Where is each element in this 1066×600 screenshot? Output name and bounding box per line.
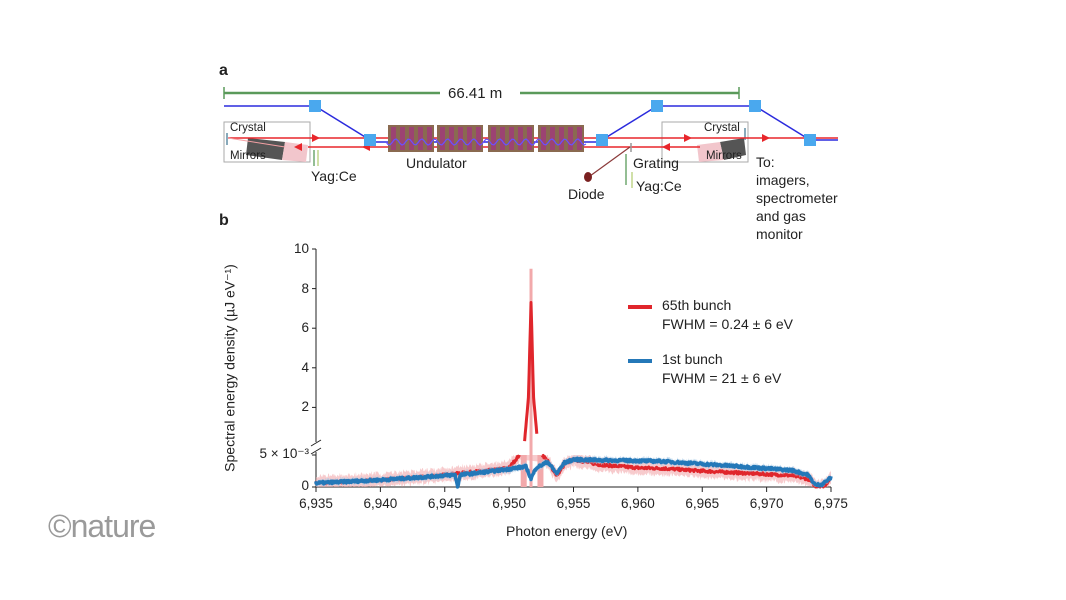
tick-label: 10 — [293, 241, 309, 256]
panel-label-b: b — [219, 212, 229, 229]
crystal-right-label: Crystal — [704, 122, 740, 134]
series-line-1 — [314, 456, 833, 489]
tick-label: 2 — [301, 399, 309, 415]
tick-label: 6,940 — [363, 496, 398, 511]
x-axis-label: Photon energy (eV) — [506, 523, 628, 539]
undulator — [388, 125, 584, 152]
peak-band — [520, 455, 527, 487]
yag-left-label: Yag:Ce — [311, 168, 357, 184]
destination-label: To: imagers, spectrometer and gas monito… — [756, 153, 838, 243]
tick-label: 6,975 — [814, 496, 848, 511]
y-axis-label: Spectral energy density (µJ eV⁻¹) — [221, 264, 238, 472]
crystal-mirror-box-left — [223, 121, 311, 163]
mirror-left — [246, 138, 285, 160]
tick-label: 6,960 — [620, 496, 655, 511]
diode-icon — [584, 172, 592, 182]
scale-bar — [223, 87, 740, 99]
destination-line: and gas — [756, 208, 806, 224]
tick-label: 6 — [301, 320, 309, 336]
tick-label: 6,955 — [556, 496, 591, 511]
tick-label: 6,970 — [749, 496, 784, 511]
legend-name: 65th bunch — [662, 297, 732, 313]
nature-logo: ©nature — [48, 508, 156, 544]
crystal-left-label: Crystal — [230, 122, 266, 134]
destination-line: To: — [756, 154, 775, 170]
mirrors-left-label: Mirrors — [230, 150, 266, 162]
diode-label: Diode — [568, 186, 605, 202]
grating-label: Grating — [633, 155, 679, 171]
destination-line: spectrometer — [756, 190, 838, 206]
legend-annotation: FWHM = 0.24 ± 6 eV — [662, 316, 794, 332]
tick-label: 6,945 — [427, 496, 462, 511]
mirror-right — [720, 138, 746, 160]
tick-label: 0 — [301, 478, 309, 493]
axis-break — [310, 439, 322, 447]
legend-name: 1st bunch — [662, 351, 723, 367]
distance-label: 66.41 m — [448, 85, 503, 102]
yag-ce-left — [313, 150, 319, 166]
tick-label: 6,935 — [299, 496, 333, 511]
diode-beam — [589, 146, 631, 177]
tick-label: 4 — [301, 359, 309, 375]
mirrors-right-label: Mirrors — [706, 150, 742, 162]
undulator-label: Undulator — [406, 155, 467, 171]
yag-ce-right — [625, 154, 633, 188]
axis-break — [310, 447, 322, 455]
tick-label: 6,965 — [685, 496, 720, 511]
destination-line: monitor — [756, 226, 803, 242]
crystal-mirror-box-right — [661, 121, 749, 163]
legend-annotation: FWHM = 21 ± 6 eV — [662, 370, 782, 386]
electron-wiggle — [385, 138, 587, 146]
destination-line: imagers, — [756, 172, 810, 188]
yag-right-label: Yag:Ce — [636, 178, 682, 194]
chicane-magnets — [309, 100, 816, 146]
panel-label-a: a — [219, 62, 228, 79]
peak-band — [537, 455, 544, 487]
tick-label: 8 — [301, 280, 309, 296]
series-band-0 — [316, 455, 831, 487]
tick-label: 6,950 — [492, 496, 527, 511]
tick-label: 5 × 10⁻³ — [259, 446, 309, 461]
